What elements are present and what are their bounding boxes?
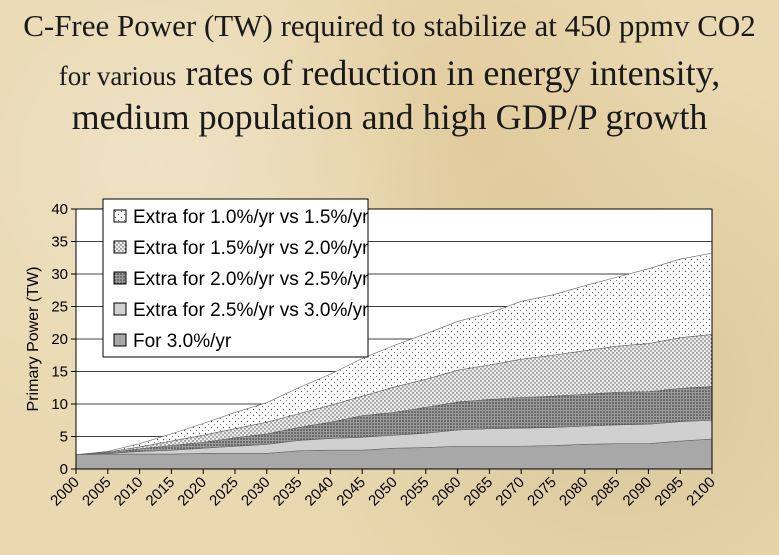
y-tick-label: 10 xyxy=(51,396,68,413)
chart-title-line-3: medium population and high GDP/P growth xyxy=(71,97,708,137)
legend-box xyxy=(102,198,369,358)
x-tick-label: 2005 xyxy=(79,474,115,510)
x-tick-label: 2025 xyxy=(206,474,242,510)
chart-title-line-2-main: rates of reduction in energy intensity, xyxy=(185,53,721,93)
legend-entry-label: Extra for 2.5%/yr vs 3.0%/yr xyxy=(133,300,369,321)
y-tick-label: 15 xyxy=(51,364,68,381)
x-tick-label: 2020 xyxy=(174,474,210,510)
x-tick-label: 2095 xyxy=(651,474,687,510)
legend-entry-label: Extra for 1.5%/yr vs 2.0%/yr xyxy=(133,238,369,259)
y-tick-label: 25 xyxy=(51,299,68,316)
chart-title-line-1: C-Free Power (TW) required to stabilize … xyxy=(23,8,756,43)
y-tick-label: 20 xyxy=(51,331,68,348)
x-tick-label: 2035 xyxy=(270,474,306,510)
chart-title-line-2-small: for various xyxy=(58,61,177,91)
legend-entry-label: Extra for 2.0%/yr vs 2.5%/yr xyxy=(133,269,369,290)
legend-swatch xyxy=(113,240,127,254)
x-tick-label: 2075 xyxy=(524,474,560,510)
x-tick-label: 2030 xyxy=(238,474,274,510)
x-tick-label: 2010 xyxy=(111,474,147,510)
y-tick-label: 40 xyxy=(51,201,68,218)
legend-swatch xyxy=(113,271,127,285)
legend-entry-label: For 3.0%/yr xyxy=(133,331,232,352)
y-axis-label: Primary Power (TW) xyxy=(25,267,42,412)
legend-swatch xyxy=(113,333,127,347)
chart-title-line-2: for various rates of reduction in energy… xyxy=(0,52,779,94)
x-tick-label: 2000 xyxy=(47,474,83,510)
x-tick-label: 2065 xyxy=(461,474,497,510)
x-tick-label: 2100 xyxy=(683,474,719,510)
x-tick-label: 2040 xyxy=(302,474,338,510)
legend-entry-label: Extra for 1.0%/yr vs 1.5%/yr xyxy=(133,207,369,228)
x-tick-label: 2070 xyxy=(492,474,528,510)
x-tick-label: 2060 xyxy=(429,474,465,510)
x-tick-label: 2080 xyxy=(556,474,592,510)
y-tick-label: 30 xyxy=(51,266,68,283)
y-tick-label: 0 xyxy=(60,461,68,478)
x-tick-label: 2015 xyxy=(143,474,179,510)
legend-swatch xyxy=(113,302,127,316)
legend-swatch xyxy=(113,209,127,223)
y-tick-label: 5 xyxy=(60,429,68,446)
x-tick-label: 2085 xyxy=(588,474,624,510)
x-tick-label: 2055 xyxy=(397,474,433,510)
x-tick-label: 2045 xyxy=(333,474,369,510)
x-tick-label: 2050 xyxy=(365,474,401,510)
x-tick-label: 2090 xyxy=(620,474,656,510)
y-tick-label: 35 xyxy=(51,234,68,251)
